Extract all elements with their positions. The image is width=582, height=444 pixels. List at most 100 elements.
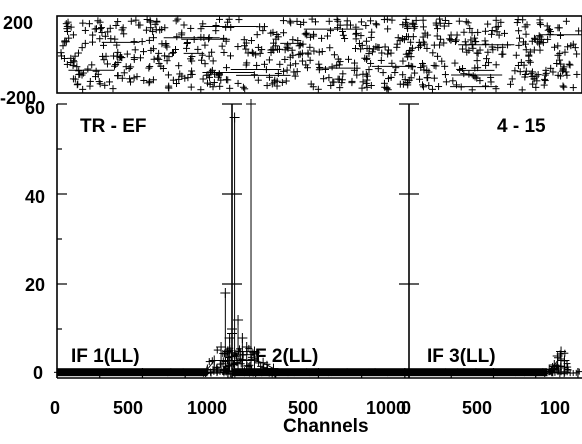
phase-point — [441, 62, 449, 70]
phase-ytick-top: 200 — [3, 13, 33, 33]
amp-point — [393, 369, 400, 376]
phase-point — [100, 41, 108, 49]
amp-point — [173, 368, 180, 375]
phase-point — [532, 83, 540, 91]
amp-cluster-point — [240, 367, 248, 375]
phase-point — [403, 23, 411, 31]
phase-point — [172, 45, 180, 53]
phase-point — [291, 72, 299, 80]
amp-point — [573, 369, 580, 376]
amp-point — [238, 368, 245, 375]
phase-point — [430, 61, 438, 69]
phase-point — [362, 22, 370, 30]
phase-point — [405, 49, 413, 57]
phase-point — [522, 46, 530, 54]
phase-point — [500, 29, 508, 37]
amp-peak-point — [227, 328, 237, 339]
phase-point — [423, 44, 431, 52]
phase-point — [539, 39, 547, 47]
phase-ytick-bottom: -200 — [0, 88, 36, 108]
phase-point — [392, 64, 400, 72]
phase-point — [411, 69, 419, 77]
amp-point — [140, 368, 147, 375]
phase-point — [211, 70, 219, 78]
phase-point — [286, 53, 294, 61]
phase-point — [449, 77, 457, 85]
phase-point — [265, 56, 273, 64]
phase-point — [488, 30, 496, 38]
phase-point — [234, 43, 242, 51]
amp-peak-point — [246, 99, 257, 109]
amp-cluster-point — [239, 351, 247, 359]
phase-point — [306, 43, 314, 51]
phase-point — [326, 27, 334, 35]
amp-connector — [254, 360, 264, 364]
phase-point — [253, 31, 261, 39]
phase-point — [399, 80, 407, 88]
phase-point — [256, 49, 264, 57]
phase-point — [67, 59, 75, 67]
phase-point — [101, 32, 109, 40]
phase-point — [149, 76, 157, 84]
phase-point — [338, 76, 346, 84]
amp-point — [319, 368, 326, 375]
phase-point — [348, 79, 356, 87]
phase-point — [432, 21, 440, 29]
phase-point — [556, 56, 564, 64]
phase-point — [419, 16, 427, 24]
xtick-p3-100: 100 — [540, 398, 570, 418]
phase-point — [104, 28, 112, 36]
phase-point — [274, 69, 282, 77]
phase-point — [547, 28, 555, 36]
phase-point — [270, 46, 278, 54]
amp-point — [155, 368, 162, 375]
phase-point — [469, 72, 477, 80]
phase-point — [64, 27, 72, 35]
amp-cluster-point — [563, 360, 571, 368]
amp-point — [412, 368, 419, 375]
phase-point — [543, 22, 551, 30]
phase-point — [363, 44, 371, 52]
amp-point — [381, 369, 388, 376]
amp-point — [100, 368, 107, 375]
amp-point — [334, 368, 341, 375]
phase-point — [440, 39, 448, 47]
phase-point — [140, 76, 148, 84]
phase-point — [387, 73, 395, 81]
phase-point — [564, 43, 572, 51]
amp-point — [503, 369, 510, 376]
amp-point — [347, 369, 354, 376]
amp-cluster-point — [260, 364, 268, 372]
amp-cluster-point — [557, 363, 565, 371]
phase-point — [165, 82, 173, 90]
phase-point — [92, 73, 100, 81]
phase-point — [304, 50, 312, 58]
phase-point — [114, 72, 122, 80]
phase-point — [453, 31, 461, 39]
phase-point — [173, 80, 181, 88]
phase-point — [514, 16, 522, 24]
phase-point — [519, 38, 527, 46]
phase-point — [81, 39, 89, 47]
phase-point — [118, 74, 126, 82]
phase-point — [187, 83, 195, 91]
phase-point — [365, 50, 373, 58]
if3-label: IF 3(LL) — [427, 346, 496, 367]
phase-point — [453, 81, 461, 89]
phase-point — [85, 20, 93, 28]
phase-point — [325, 17, 333, 25]
amp-ytick-40: 40 — [25, 187, 45, 207]
phase-point — [558, 67, 566, 75]
amp-cluster-point — [231, 352, 239, 360]
amp-point — [454, 368, 461, 375]
xtick-p1-0: 0 — [50, 398, 60, 418]
phase-point — [242, 45, 250, 53]
phase-point — [415, 38, 423, 46]
phase-point — [139, 48, 147, 56]
phase-point — [351, 59, 359, 67]
phase-point — [57, 52, 65, 60]
phase-point — [222, 64, 230, 72]
phase-point — [183, 44, 191, 52]
phase-point — [435, 83, 443, 91]
phase-point — [302, 61, 310, 69]
